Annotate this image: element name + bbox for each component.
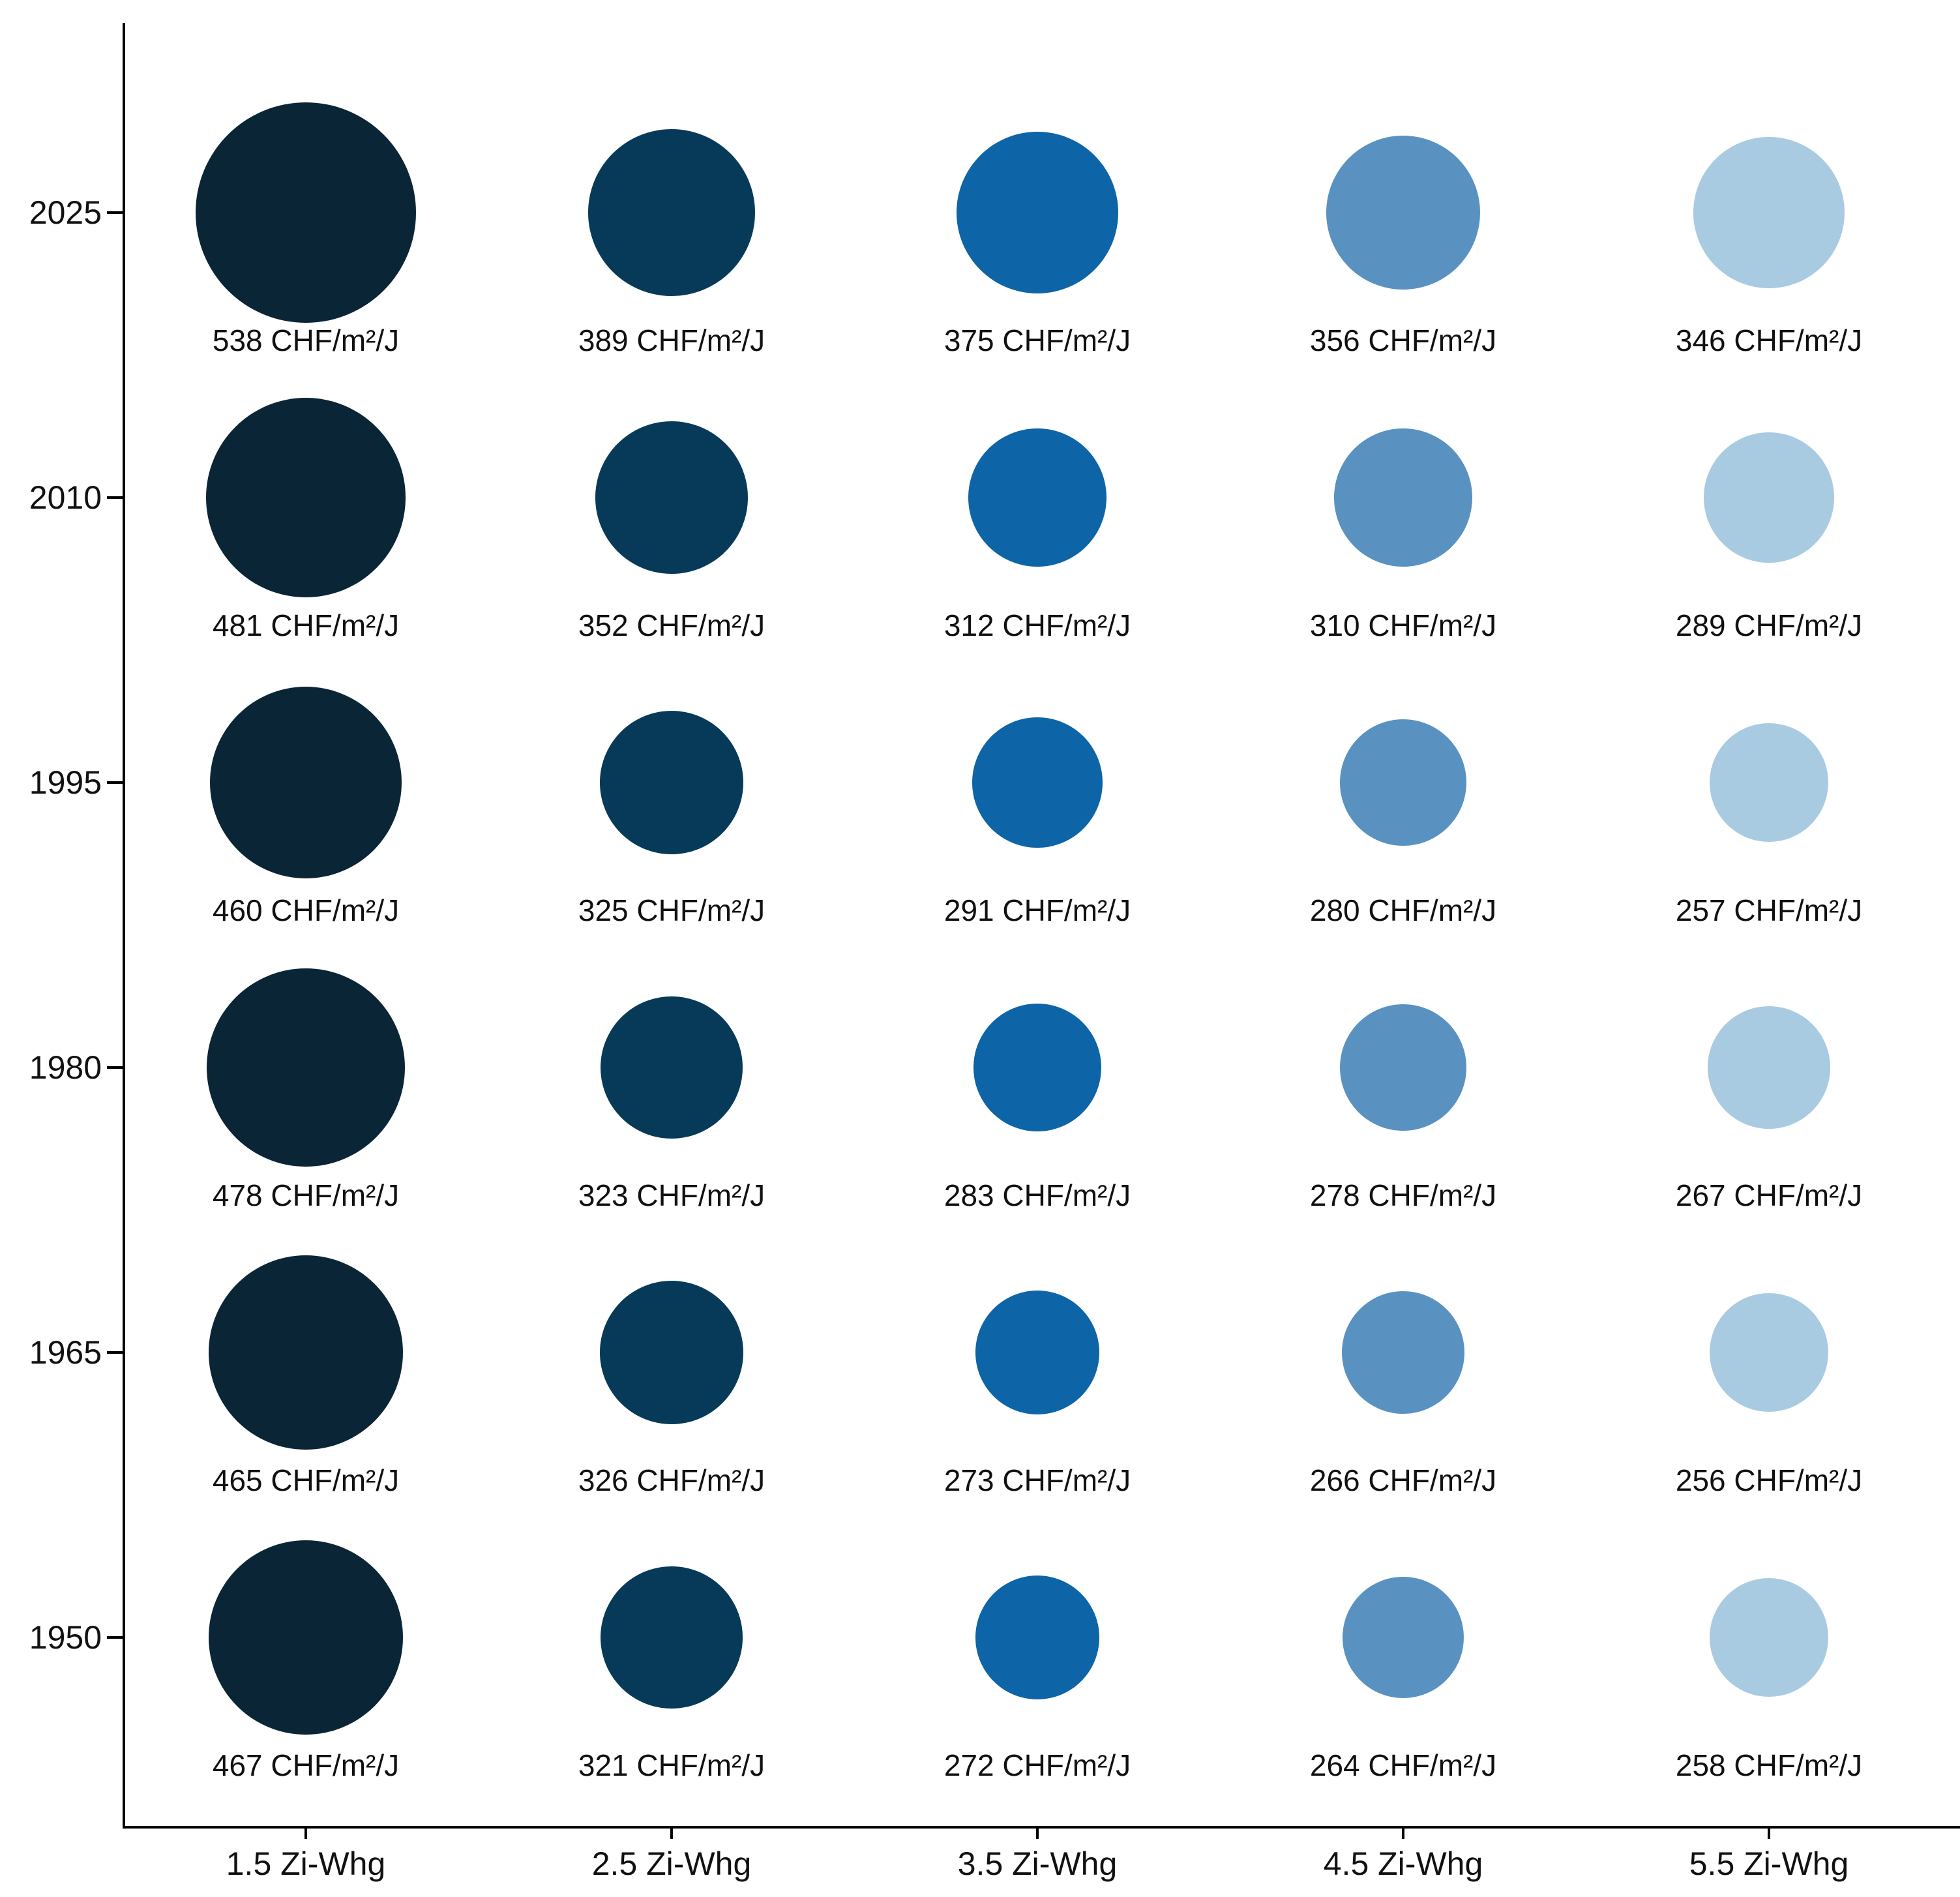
bubble-r3-c1 <box>601 996 743 1139</box>
bubble-r3-c4 <box>1708 1006 1830 1129</box>
bubble-r2-c4 <box>1710 723 1828 842</box>
bubble-r2-c1 <box>600 711 743 854</box>
bubble-value-label: 352 CHF/m²/J <box>578 608 765 642</box>
x-tick-label: 2.5 Zi-Whg <box>591 1845 752 1882</box>
bubble-r1-c3 <box>1334 428 1472 567</box>
x-axis-line <box>123 1826 1960 1829</box>
y-tick <box>107 1636 123 1639</box>
bubble-r4-c1 <box>600 1281 743 1424</box>
x-tick-label: 3.5 Zi-Whg <box>957 1845 1118 1882</box>
x-tick <box>304 1829 307 1839</box>
bubble-r2-c2 <box>972 717 1103 848</box>
x-tick-label: 4.5 Zi-Whg <box>1323 1845 1483 1882</box>
bubble-r1-c1 <box>595 421 748 574</box>
bubble-value-label: 280 CHF/m²/J <box>1309 893 1497 927</box>
bubble-value-label: 266 CHF/m²/J <box>1309 1463 1497 1497</box>
bubble-value-label: 321 CHF/m²/J <box>578 1748 765 1782</box>
y-tick <box>107 496 123 499</box>
bubble-r3-c2 <box>973 1004 1101 1131</box>
bubble-value-label: 283 CHF/m²/J <box>943 1178 1131 1212</box>
bubble-r0-c2 <box>957 132 1118 293</box>
bubble-value-label: 481 CHF/m²/J <box>212 608 400 642</box>
bubble-r0-c0 <box>196 102 416 323</box>
bubble-value-label: 325 CHF/m²/J <box>578 893 765 927</box>
bubble-value-label: 375 CHF/m²/J <box>943 323 1131 357</box>
bubble-value-label: 256 CHF/m²/J <box>1675 1463 1863 1497</box>
bubble-value-label: 310 CHF/m²/J <box>1309 608 1497 642</box>
x-tick-label: 5.5 Zi-Whg <box>1689 1845 1849 1882</box>
bubble-r5-c1 <box>601 1566 743 1709</box>
y-tick <box>107 1066 123 1069</box>
bubble-value-label: 264 CHF/m²/J <box>1309 1748 1497 1782</box>
bubble-value-label: 273 CHF/m²/J <box>943 1463 1131 1497</box>
bubble-r5-c3 <box>1343 1577 1464 1698</box>
bubble-value-label: 478 CHF/m²/J <box>212 1178 400 1212</box>
bubble-r4-c0 <box>209 1255 403 1450</box>
bubble-value-label: 467 CHF/m²/J <box>212 1748 400 1782</box>
y-tick <box>107 781 123 784</box>
y-tick-label: 1950 <box>29 1619 102 1656</box>
bubble-r5-c2 <box>975 1576 1099 1699</box>
x-tick <box>1768 1829 1770 1839</box>
bubble-r1-c0 <box>206 398 406 597</box>
bubble-value-label: 538 CHF/m²/J <box>212 323 400 357</box>
bubble-value-label: 257 CHF/m²/J <box>1675 893 1863 927</box>
bubble-value-label: 272 CHF/m²/J <box>943 1748 1131 1782</box>
y-tick <box>107 1351 123 1354</box>
bubble-r3-c0 <box>207 968 405 1167</box>
bubble-value-label: 267 CHF/m²/J <box>1675 1178 1863 1212</box>
y-tick <box>107 211 123 214</box>
bubble-value-label: 389 CHF/m²/J <box>578 323 765 357</box>
bubble-value-label: 291 CHF/m²/J <box>943 893 1131 927</box>
bubble-value-label: 356 CHF/m²/J <box>1309 323 1497 357</box>
bubble-value-label: 289 CHF/m²/J <box>1675 608 1863 642</box>
y-tick-label: 1965 <box>29 1334 102 1371</box>
bubble-value-label: 460 CHF/m²/J <box>212 893 400 927</box>
bubble-value-label: 326 CHF/m²/J <box>578 1463 765 1497</box>
bubble-value-label: 323 CHF/m²/J <box>578 1178 765 1212</box>
y-tick-label: 1980 <box>29 1049 102 1086</box>
bubble-r0-c1 <box>588 129 755 296</box>
bubble-r4-c3 <box>1342 1291 1464 1414</box>
x-tick-label: 1.5 Zi-Whg <box>226 1845 386 1882</box>
bubble-value-label: 312 CHF/m²/J <box>943 608 1131 642</box>
bubble-r0-c4 <box>1693 137 1845 288</box>
bubble-value-label: 258 CHF/m²/J <box>1675 1748 1863 1782</box>
bubble-value-label: 278 CHF/m²/J <box>1309 1178 1497 1212</box>
bubble-r3-c3 <box>1340 1004 1466 1131</box>
y-tick-label: 2025 <box>29 194 102 231</box>
y-tick-label: 1995 <box>29 764 102 801</box>
bubble-r1-c4 <box>1704 432 1834 563</box>
x-tick <box>1036 1829 1039 1839</box>
bubble-value-label: 346 CHF/m²/J <box>1675 323 1863 357</box>
y-axis-line <box>123 23 125 1829</box>
x-tick <box>1402 1829 1404 1839</box>
bubble-r4-c2 <box>975 1291 1099 1414</box>
bubble-value-label: 465 CHF/m²/J <box>212 1463 400 1497</box>
bubble-r4-c4 <box>1710 1293 1828 1412</box>
bubble-r5-c4 <box>1710 1578 1828 1697</box>
bubble-r0-c3 <box>1326 136 1480 290</box>
bubble-r2-c0 <box>210 687 402 878</box>
y-tick-label: 2010 <box>29 479 102 516</box>
bubble-r5-c0 <box>209 1540 403 1735</box>
x-tick <box>670 1829 673 1839</box>
bubble-r1-c2 <box>968 428 1106 567</box>
bubble-r2-c3 <box>1340 719 1466 846</box>
